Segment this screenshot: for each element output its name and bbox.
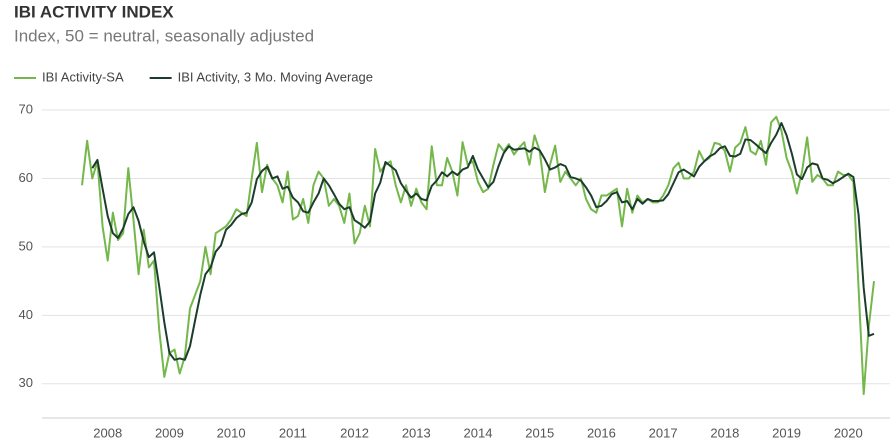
- x-tick-label: 2009: [155, 425, 184, 440]
- x-tick-label: 2013: [402, 425, 431, 440]
- chart-title: IBI ACTIVITY INDEX: [14, 2, 174, 21]
- y-tick-label: 70: [19, 101, 33, 116]
- y-tick-label: 40: [19, 307, 33, 322]
- x-tick-label: 2010: [217, 425, 246, 440]
- x-tick-label: 2017: [649, 425, 678, 440]
- y-tick-label: 50: [19, 238, 33, 253]
- x-tick-label: 2011: [279, 425, 307, 440]
- y-tick-label: 60: [19, 170, 33, 185]
- data-line: [81, 115, 875, 396]
- x-tick-label: 2012: [340, 425, 369, 440]
- x-tick-label: 2015: [525, 425, 554, 440]
- x-tick-label: 2018: [710, 425, 739, 440]
- x-tick-label: 2008: [93, 425, 122, 440]
- x-tick-label: 2014: [464, 425, 493, 440]
- legend-label: IBI Activity, 3 Mo. Moving Average: [178, 69, 373, 84]
- x-tick-label: 2016: [587, 425, 616, 440]
- x-tick-label: 2019: [772, 425, 801, 440]
- data-line: [91, 122, 875, 361]
- legend-label: IBI Activity-SA: [42, 69, 124, 84]
- y-tick-label: 30: [19, 375, 33, 390]
- chart-subtitle: Index, 50 = neutral, seasonally adjusted: [14, 26, 314, 45]
- x-tick-label: 2020: [834, 425, 863, 440]
